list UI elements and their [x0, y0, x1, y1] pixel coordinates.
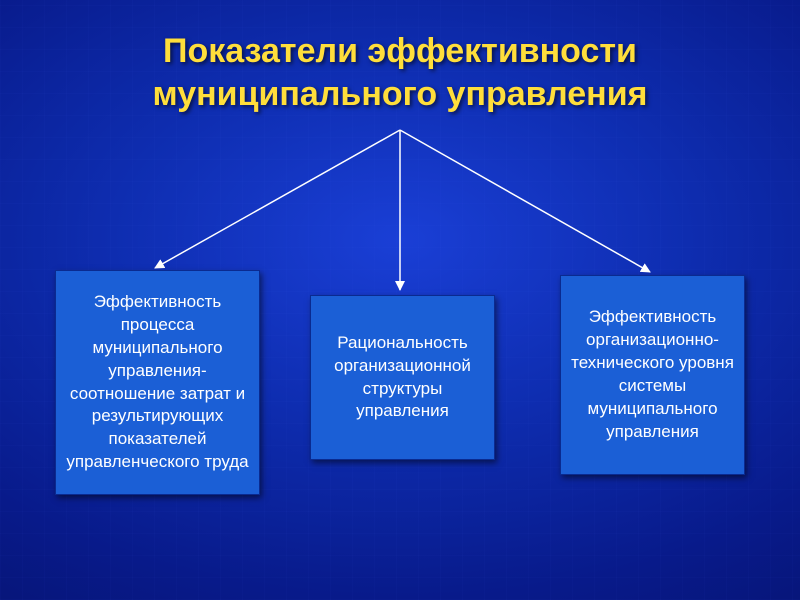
box-structure-text: Рациональность организационной структуры… [319, 332, 486, 424]
title-line-1: Показатели эффективности [163, 32, 637, 70]
box-structure: Рациональность организационной структуры… [310, 295, 495, 460]
slide-title: Показатели эффективности муниципального … [0, 30, 800, 115]
title-line-2: муниципального управления [153, 75, 648, 113]
box-tech: Эффективность организационно-техническог… [560, 275, 745, 475]
box-process-text: Эффективность процесса муниципального уп… [64, 291, 251, 475]
box-tech-text: Эффективность организационно-техническог… [569, 306, 736, 444]
box-process: Эффективность процесса муниципального уп… [55, 270, 260, 495]
